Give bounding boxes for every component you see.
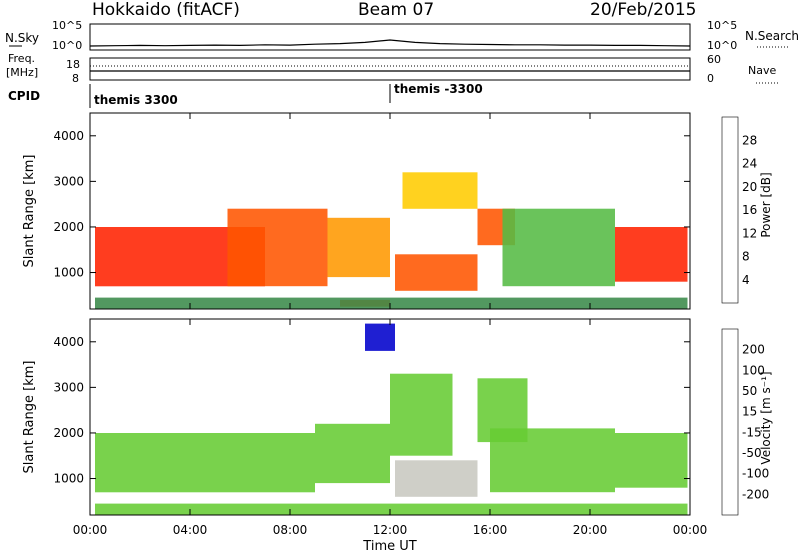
velocity-colorbar-tick-1: 100 xyxy=(742,363,765,377)
date-title: 20/Feb/2015 xyxy=(590,0,696,20)
velocity-region-8 xyxy=(95,503,688,515)
power-colorbar-tick-4: 12 xyxy=(742,226,757,240)
nsky-tick-bottom-left: 10^0 xyxy=(52,39,82,52)
velocity-colorbar-tick-0: 200 xyxy=(742,343,765,357)
power-ytick-label-2: 3000 xyxy=(53,174,84,188)
power-ylabel: Slant Range [km] xyxy=(22,155,37,268)
beam-title: Beam 07 xyxy=(358,0,434,20)
velocity-yticks: 1000 2000 3000 4000 xyxy=(53,335,690,486)
x-axis-label: Time UT xyxy=(362,539,416,554)
nsky-tick-top-right: 10^5 xyxy=(707,19,737,32)
nsky-trace xyxy=(89,39,691,47)
velocity-ytick-label-2: 3000 xyxy=(53,380,84,394)
velocity-ytick-label-0: 1000 xyxy=(53,472,84,486)
power-cbar-label: Power [dB] xyxy=(759,172,773,237)
power-yticks: 1000 2000 3000 4000 xyxy=(53,129,690,280)
station-title: Hokkaido (fitACF) xyxy=(92,0,240,20)
cpid-label: CPID xyxy=(8,89,40,103)
velocity-ylabel: Slant Range [km] xyxy=(22,361,37,474)
power-colorbar-tick-1: 24 xyxy=(742,157,757,171)
power-region-9 xyxy=(95,297,688,309)
power-region-2 xyxy=(327,217,390,278)
velocity-region-6 xyxy=(615,433,688,488)
nsky-label: N.Sky xyxy=(5,31,39,45)
x-tick-label-5: 20:00 xyxy=(573,523,608,537)
velocity-cbar-label: Velocity [m s⁻¹] xyxy=(759,371,773,464)
power-region-7 xyxy=(615,227,688,282)
power-ytick-label-0: 1000 xyxy=(53,266,84,280)
x-tick-label-3: 12:00 xyxy=(373,523,408,537)
velocity-region-2 xyxy=(390,373,453,456)
power-colorbar-tick-5: 8 xyxy=(742,250,750,264)
velocity-colorbar-tick-3: 15 xyxy=(742,405,757,419)
nave-label: Nave xyxy=(748,64,776,77)
nsky-tick-bottom-right: 10^0 xyxy=(707,39,737,52)
nsearch-label: N.Search xyxy=(745,29,799,43)
velocity-region-7 xyxy=(365,323,395,351)
cpid-program-2: themis -3300 xyxy=(394,82,483,96)
power-panel: 1000 2000 3000 4000 Slant Range [km] 28 24 20… xyxy=(22,112,773,310)
velocity-region-0 xyxy=(95,433,315,493)
velocity-colorbar-tick-6: -100 xyxy=(742,467,769,481)
cpid-program-1: themis 3300 xyxy=(94,93,178,107)
x-tick-label-0: 00:00 xyxy=(73,523,108,537)
freq-tick-bottom: 8 xyxy=(72,72,79,85)
x-axis: 00:00 04:00 08:00 12:00 16:00 20:00 00:00 xyxy=(73,113,708,537)
velocity-colorbar-tick-4: -15 xyxy=(742,425,762,439)
freq-tick-top: 18 xyxy=(66,58,80,71)
freq-panel: Freq. [MHz] 18 8 60 0 Nave xyxy=(6,52,778,85)
velocity-panel: 1000 2000 3000 4000 Slant Range [km] 200 100… xyxy=(22,318,773,516)
nave-tick-bottom: 0 xyxy=(707,72,714,85)
x-tick-label-4: 16:00 xyxy=(473,523,508,537)
velocity-heatmap xyxy=(95,323,688,515)
nsky-tick-top-left: 10^5 xyxy=(52,19,82,32)
power-region-1 xyxy=(227,208,328,287)
power-colorbar-tick-3: 16 xyxy=(742,203,757,217)
power-ytick-label-3: 4000 xyxy=(53,129,84,143)
nave-tick-top: 60 xyxy=(707,53,721,66)
nsky-panel: N.Sky 10^5 10^0 10^5 10^0 N.Search xyxy=(5,19,799,52)
cpid-panel: CPID themis 3300 themis -3300 xyxy=(8,82,483,108)
x-tick-label-6: 00:00 xyxy=(673,523,708,537)
x-tick-label-1: 04:00 xyxy=(173,523,208,537)
power-colorbar-tick-0: 28 xyxy=(742,133,757,147)
x-tick-label-2: 08:00 xyxy=(273,523,308,537)
power-region-3 xyxy=(395,254,478,291)
velocity-region-3 xyxy=(395,460,478,497)
power-region-6 xyxy=(502,208,615,287)
power-colorbar-tick-6: 4 xyxy=(742,273,750,287)
power-region-4 xyxy=(402,172,478,209)
velocity-colorbar-tick-2: 50 xyxy=(742,384,757,398)
freq-label: Freq. xyxy=(8,52,35,65)
velocity-colorbar: 200 100 50 15 -15 -50 -100 -200 xyxy=(721,328,769,516)
power-ytick-label-1: 2000 xyxy=(53,220,84,234)
power-colorbar-tick-2: 20 xyxy=(742,180,757,194)
freq-unit: [MHz] xyxy=(6,66,38,79)
velocity-colorbar-tick-5: -50 xyxy=(742,446,762,460)
velocity-ytick-label-3: 4000 xyxy=(53,335,84,349)
power-colorbar: 28 24 20 16 12 8 4 xyxy=(721,116,757,304)
velocity-ytick-label-1: 2000 xyxy=(53,426,84,440)
velocity-region-5 xyxy=(490,428,615,493)
velocity-region-1 xyxy=(315,423,390,484)
power-heatmap xyxy=(95,172,688,309)
velocity-colorbar-tick-7: -200 xyxy=(742,487,769,501)
